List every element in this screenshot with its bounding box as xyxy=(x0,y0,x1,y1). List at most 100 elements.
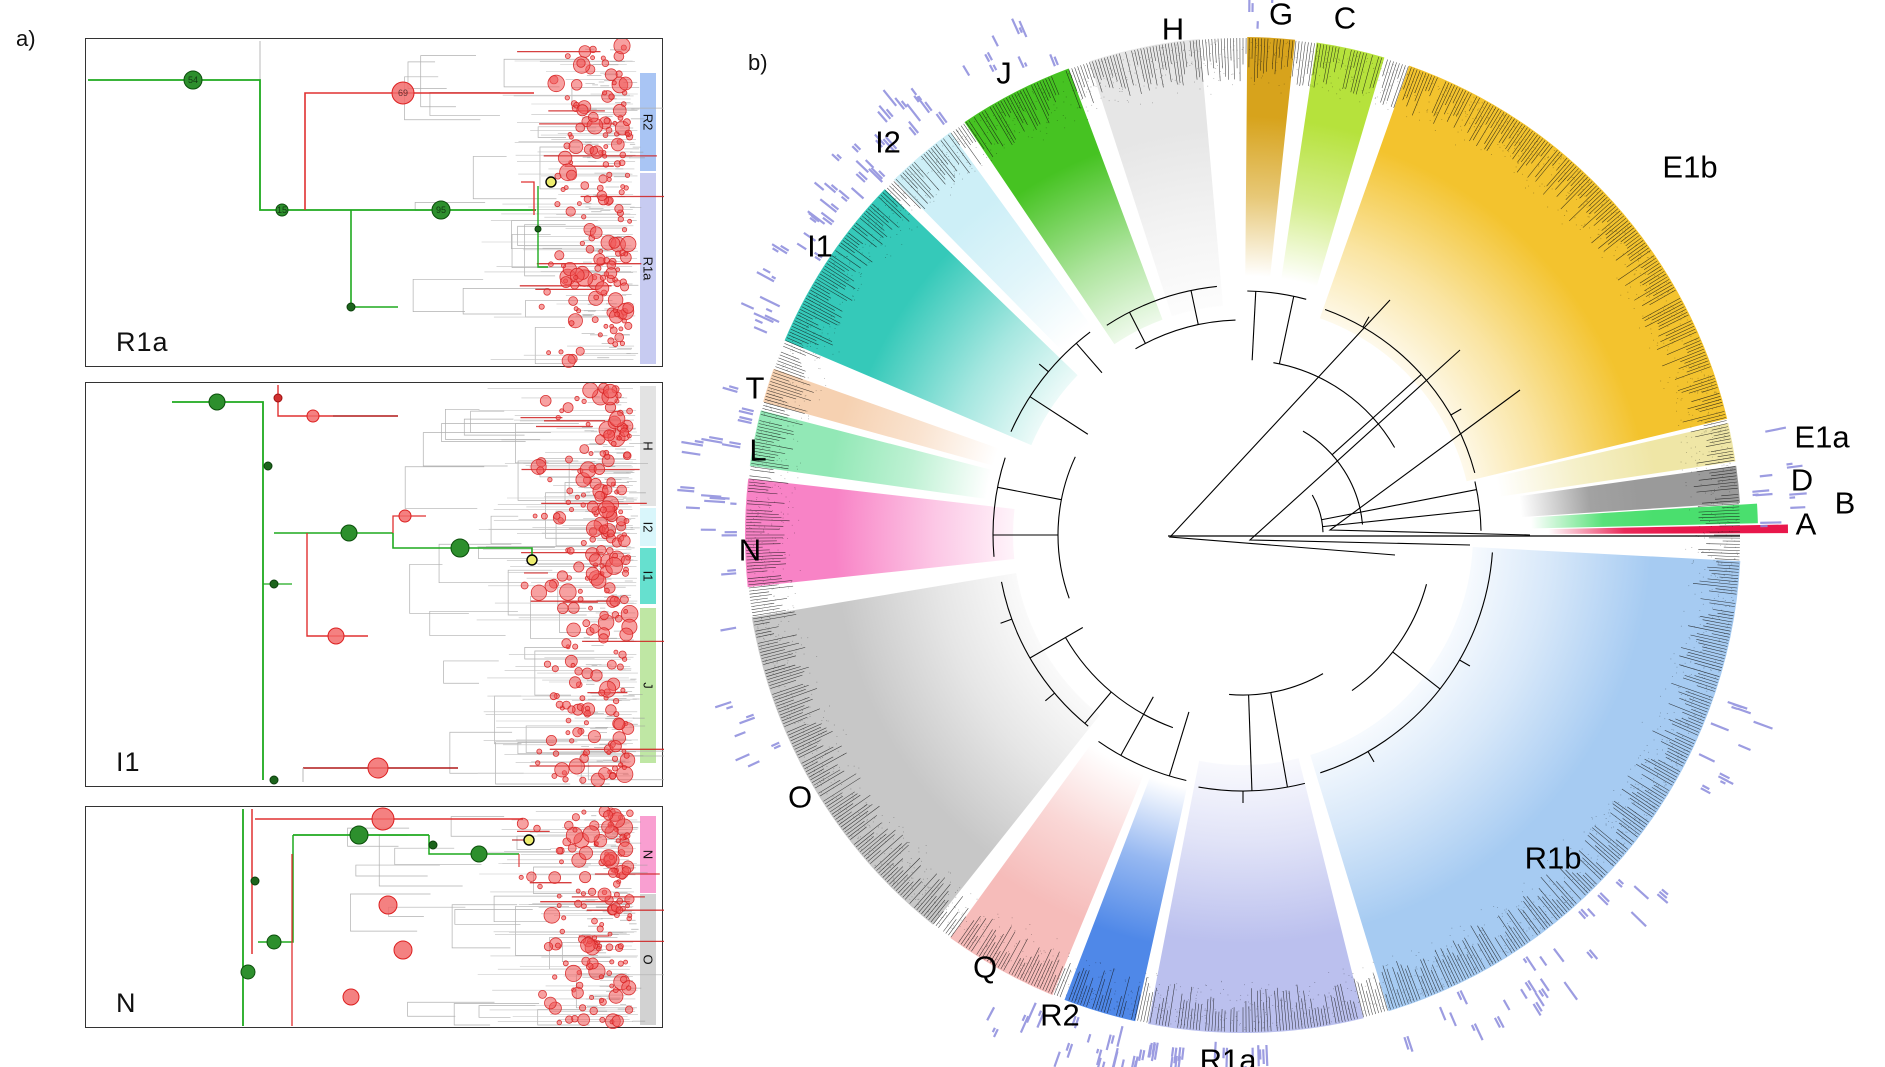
support-node xyxy=(266,934,282,950)
clade-label-R1a: R1a xyxy=(1200,1043,1258,1067)
clade-bar-label: I1 xyxy=(641,571,656,582)
clade-wedge-L xyxy=(749,410,1021,503)
clade-wedge-J xyxy=(964,68,1163,345)
support-value: 15 xyxy=(277,205,287,215)
clade-wedge-G xyxy=(1245,37,1296,307)
clade-label-E1b: E1b xyxy=(1662,150,1717,185)
support-node xyxy=(428,840,438,850)
clade-wedge-A xyxy=(1473,524,1788,535)
support-value: 95 xyxy=(436,205,446,215)
support-node xyxy=(250,876,260,886)
clade-bar-label: H xyxy=(641,441,656,450)
clade-label-R1b: R1b xyxy=(1525,841,1582,876)
support-value: 69 xyxy=(398,88,408,98)
support-value: 54 xyxy=(188,75,198,85)
clade-label-I2: I2 xyxy=(875,125,901,160)
support-node xyxy=(208,393,226,411)
support-node xyxy=(269,775,279,785)
clade-bars: R2 R1a xyxy=(640,73,656,364)
clade-wedge-O xyxy=(751,573,1100,925)
clade-bar-label: J xyxy=(641,682,656,689)
tips-cluster xyxy=(481,39,664,368)
clade-wedge-I2 xyxy=(893,132,1108,371)
clade-bar-label: N xyxy=(641,850,656,859)
clade-label-H: H xyxy=(1162,12,1184,47)
clade-wedge-E1b xyxy=(1319,65,1728,482)
support-node xyxy=(273,393,283,403)
clade-label-E1a: E1a xyxy=(1794,420,1850,455)
clade-label-D: D xyxy=(1791,463,1813,498)
tree-backbone xyxy=(992,285,1740,803)
clade-label-J: J xyxy=(996,56,1012,91)
support-node xyxy=(342,988,360,1006)
clade-bars: H I2 I1 J xyxy=(640,386,656,763)
support-node xyxy=(450,538,470,558)
clade-label-A: A xyxy=(1796,507,1817,542)
clade-wedge-E1a xyxy=(1467,423,1736,501)
rect-tree-svg-r1a: R2 R1a 54 69 15 95 xyxy=(88,39,664,368)
panel-clade-label: I1 xyxy=(116,747,141,777)
support-node xyxy=(523,834,535,846)
support-node xyxy=(269,579,279,589)
support-node xyxy=(349,825,369,845)
clade-wedge-C xyxy=(1277,42,1385,315)
panel-clade-label: N xyxy=(116,988,137,1018)
support-node xyxy=(275,203,289,217)
clade-letters: ABD E1a E1b C G H J I2 I1 TL N O Q R2 R1a R1b xyxy=(739,0,1856,1067)
support-node xyxy=(340,524,358,542)
rect-tree-svg-i1: H I2 I1 J xyxy=(172,383,664,787)
support-nodes: 54 69 15 95 xyxy=(183,70,557,312)
tip-ticks xyxy=(745,37,1741,1033)
support-node xyxy=(391,81,415,105)
clade-wedge-R2 xyxy=(1064,749,1194,1022)
support-node xyxy=(534,225,542,233)
support-node xyxy=(327,627,345,645)
support-node xyxy=(393,940,413,960)
clade-label-R2: R2 xyxy=(1040,998,1080,1033)
circular-tree-svg: ABD E1a E1b C G H J I2 I1 TL N O Q R2 R1a R1b xyxy=(677,0,1856,1067)
clade-wedge-H xyxy=(1089,38,1223,317)
support-node xyxy=(183,70,203,90)
clade-wedges xyxy=(744,37,1788,1034)
tips-cluster xyxy=(477,807,664,1029)
clade-label-Q: Q xyxy=(973,950,997,985)
support-node xyxy=(378,895,398,915)
support-node xyxy=(240,964,256,980)
support-node xyxy=(371,807,395,831)
clade-label-I1: I1 xyxy=(807,229,833,264)
support-node xyxy=(263,461,273,471)
clade-label-T: T xyxy=(746,371,765,406)
clade-label-L: L xyxy=(749,433,766,468)
support-node xyxy=(367,757,389,779)
support-nodes xyxy=(208,393,538,785)
panel-circular-tree: A B D E1a E1b C G H J I2 I1 T L N O Q R2 R1a R1b xyxy=(600,0,1885,1067)
panel-rect-tree-i1: H I2 I1 J I1 xyxy=(85,382,664,787)
clade-wedge-Q xyxy=(950,721,1155,996)
support-node xyxy=(398,509,412,523)
tree-branches xyxy=(172,385,548,782)
clade-wedge-N xyxy=(744,478,1015,588)
clade-label-G: G xyxy=(1269,0,1293,32)
support-node xyxy=(526,554,538,566)
panel-a-tag: a) xyxy=(16,26,36,51)
rect-tree-svg-n: NO xyxy=(240,807,664,1029)
tips-cluster xyxy=(476,383,664,787)
clade-wedge-B xyxy=(1472,503,1758,530)
clade-bar-label: I2 xyxy=(641,522,656,533)
sample-annotations xyxy=(677,0,1807,1067)
clade-bar-label: O xyxy=(641,954,656,964)
panel-clade-label: R1a xyxy=(116,327,169,357)
support-node xyxy=(306,409,320,423)
clade-wedge-D xyxy=(1470,465,1740,521)
support-node xyxy=(431,200,451,220)
support-node xyxy=(346,302,356,312)
support-node xyxy=(470,845,488,863)
tree-branches xyxy=(242,809,529,1026)
clade-label-O: O xyxy=(788,780,812,815)
clade-label-B: B xyxy=(1835,486,1856,521)
clade-label-C: C xyxy=(1334,1,1356,36)
clade-wedge-I1 xyxy=(784,189,1078,446)
tree-branches xyxy=(88,41,548,308)
